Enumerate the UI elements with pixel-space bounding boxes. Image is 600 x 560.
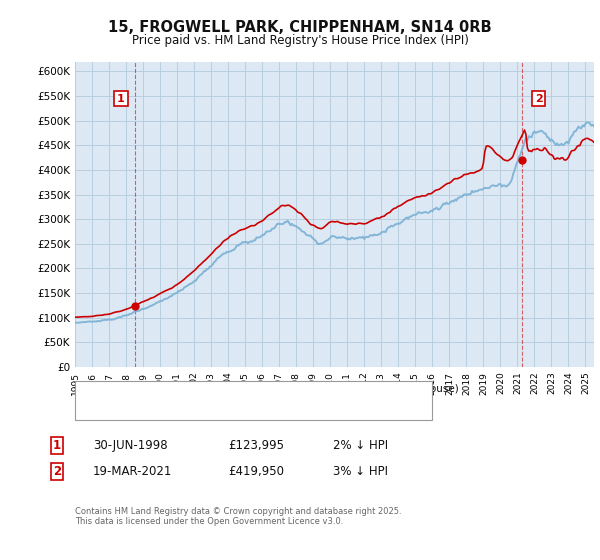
Text: 1: 1 bbox=[53, 438, 61, 452]
Text: £419,950: £419,950 bbox=[228, 465, 284, 478]
Text: 2% ↓ HPI: 2% ↓ HPI bbox=[333, 438, 388, 452]
Text: Price paid vs. HM Land Registry's House Price Index (HPI): Price paid vs. HM Land Registry's House … bbox=[131, 34, 469, 46]
Text: 3% ↓ HPI: 3% ↓ HPI bbox=[333, 465, 388, 478]
Text: 2: 2 bbox=[535, 94, 542, 104]
Text: 2: 2 bbox=[53, 465, 61, 478]
Text: Contains HM Land Registry data © Crown copyright and database right 2025.
This d: Contains HM Land Registry data © Crown c… bbox=[75, 507, 401, 526]
Text: £123,995: £123,995 bbox=[228, 438, 284, 452]
Text: 15, FROGWELL PARK, CHIPPENHAM, SN14 0RB (detached house): 15, FROGWELL PARK, CHIPPENHAM, SN14 0RB … bbox=[123, 383, 459, 393]
Text: 19-MAR-2021: 19-MAR-2021 bbox=[93, 465, 172, 478]
Text: 1: 1 bbox=[117, 94, 125, 104]
Text: 15, FROGWELL PARK, CHIPPENHAM, SN14 0RB: 15, FROGWELL PARK, CHIPPENHAM, SN14 0RB bbox=[108, 20, 492, 35]
Text: HPI: Average price, detached house, Wiltshire: HPI: Average price, detached house, Wilt… bbox=[123, 402, 362, 412]
Text: 30-JUN-1998: 30-JUN-1998 bbox=[93, 438, 167, 452]
